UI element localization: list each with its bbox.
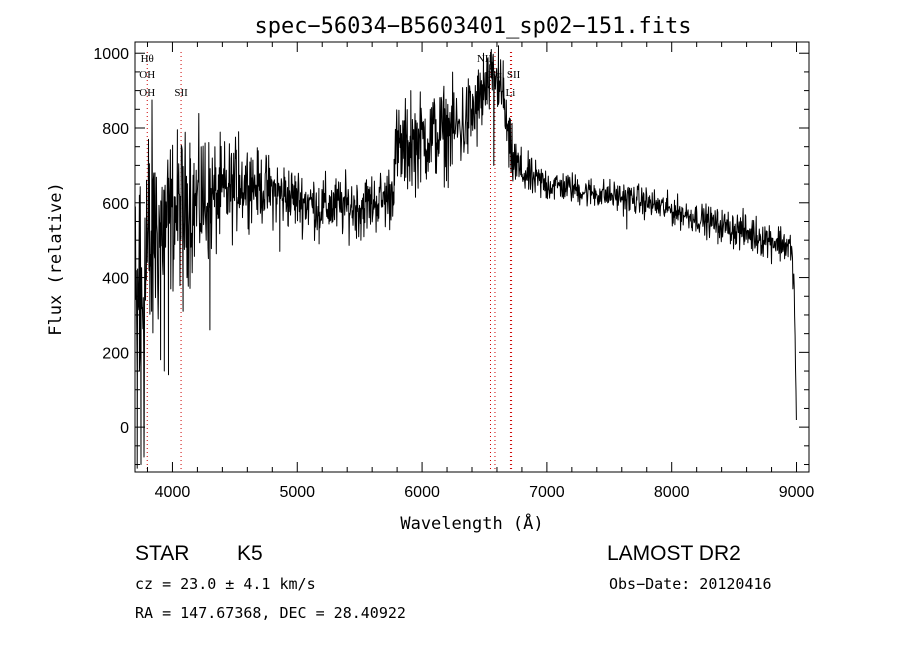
chart-title: spec−56034−B5603401_sp02−151.fits [254, 14, 691, 39]
coordinates-label: RA = 147.67368, DEC = 28.40922 [135, 604, 406, 622]
y-tick-label: 400 [102, 271, 129, 288]
emission-line-label: OH [139, 87, 155, 99]
emission-line-label: SII [507, 69, 521, 81]
y-tick-label: 800 [102, 121, 129, 138]
emission-line-label: SII [174, 87, 188, 99]
spectrum-line [134, 45, 797, 469]
spectrum-layer [134, 45, 797, 469]
survey-label: LAMOST DR2 [607, 542, 741, 565]
y-tick-label: 200 [102, 345, 129, 362]
emission-line-label: OH [139, 69, 155, 81]
x-tick-label: 4000 [155, 484, 191, 501]
x-tick-label: 5000 [279, 484, 315, 501]
emission-line-label: Hθ [141, 53, 154, 65]
object-class-label: STAR [135, 542, 189, 565]
subclass-label: K5 [237, 542, 263, 565]
x-tick-label: 7000 [529, 484, 565, 501]
y-axis-title: Flux (relative) [46, 182, 66, 336]
x-tick-label: 6000 [404, 484, 440, 501]
x-tick-label: 9000 [779, 484, 815, 501]
x-tick-label: 8000 [654, 484, 690, 501]
emission-line-label: Hα [488, 69, 502, 81]
x-axis-title: Wavelength (Å) [400, 512, 543, 534]
y-tick-label: 0 [120, 420, 129, 437]
emission-line-label: Li [506, 87, 516, 99]
emission-line-label: NII [477, 53, 493, 65]
y-tick-label: 1000 [93, 46, 129, 63]
axes: 4000 5000 6000 7000 8000 9000 0 200 400 600 800 100… [93, 41, 815, 501]
redshift-label: cz = 23.0 ± 4.1 km/s [135, 575, 316, 593]
emission-line-labels: Hθ OH OH SII NII Hα SII Li [139, 53, 520, 99]
y-tick-label: 600 [102, 196, 129, 213]
info-panel: STAR K5 LAMOST DR2 cz = 23.0 ± 4.1 km/s … [135, 542, 772, 622]
obs-date-label: Obs−Date: 20120416 [609, 575, 772, 593]
